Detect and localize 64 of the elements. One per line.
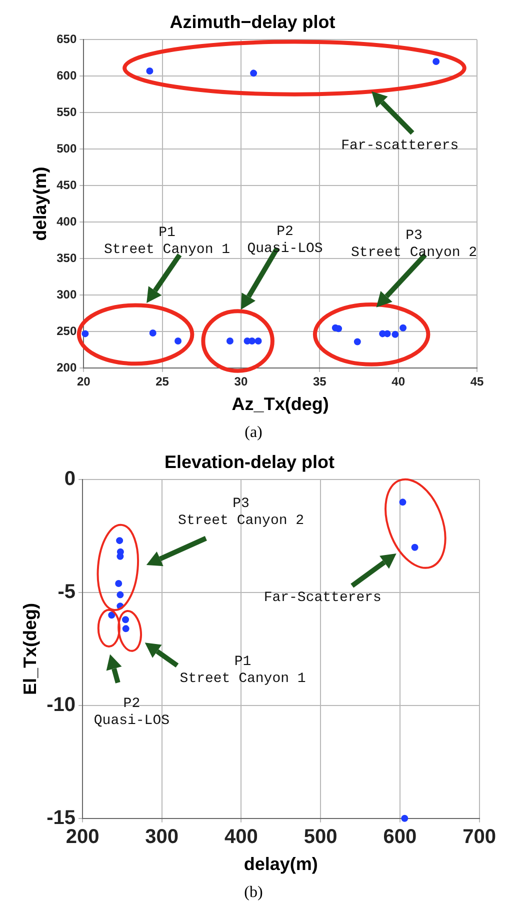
y-tick-label: 600: [56, 68, 77, 82]
point: [116, 552, 124, 560]
y-axis-title: El_Tx(deg): [20, 602, 40, 696]
point: [122, 616, 130, 624]
point: [116, 537, 124, 544]
annotation: P1 Street Canyon 1: [104, 224, 230, 259]
point: [226, 338, 234, 344]
point: [432, 58, 440, 65]
y-tick-label: 450: [56, 178, 77, 192]
point: [149, 329, 156, 336]
point: [400, 324, 407, 332]
x-axis-title: Az_Tx(deg): [232, 394, 329, 414]
y-tick-label: 300: [56, 287, 77, 302]
text: (a): [244, 423, 264, 443]
x-tick-label: 25: [156, 374, 170, 389]
x-tick-label: 700: [462, 826, 496, 848]
annotation: P2 Quasi-LOS: [94, 696, 170, 730]
point: [384, 330, 391, 338]
point: [399, 498, 406, 506]
x-axis-title: delay(m): [244, 854, 318, 874]
point: [411, 544, 418, 551]
point: [254, 338, 262, 344]
x-tick-label: 400: [224, 826, 258, 848]
annotation: P3 Street Canyon 2: [178, 496, 304, 530]
x-tick-label: 600: [383, 826, 417, 848]
point: [401, 814, 408, 822]
y-tick-label: 500: [56, 141, 77, 156]
point: [108, 612, 116, 619]
y-axis-title: delay(m): [30, 166, 50, 241]
point: [250, 70, 258, 77]
y-tick-label: 550: [56, 104, 77, 119]
annotation: P3 Street Canyon 2: [351, 228, 478, 262]
point: [335, 325, 342, 332]
y-tick-label: 0: [64, 468, 76, 490]
annotation: P2 Quasi-LOS: [247, 224, 323, 258]
point: [116, 591, 124, 598]
point: [115, 580, 122, 587]
chart-title: Elevation-delay plot: [164, 452, 335, 472]
point: [122, 625, 130, 632]
x-tick-label: 35: [312, 374, 327, 389]
x-tick-label: 40: [392, 374, 406, 389]
y-tick-label: 200: [56, 360, 77, 374]
x-tick-label: 500: [304, 826, 338, 848]
y-tick-label: -5: [58, 581, 76, 604]
text: (b): [243, 883, 264, 903]
y-tick-label: 250: [56, 324, 77, 338]
x-tick-label: 20: [76, 374, 91, 389]
point: [354, 338, 361, 346]
y-tick-label: -10: [46, 694, 76, 716]
point: [82, 330, 89, 338]
annotation: Far-Scatterers: [264, 590, 382, 607]
y-tick-label: 650: [56, 32, 77, 46]
chart-title: Azimuth−delay plot: [170, 12, 336, 32]
y-tick-label: 400: [56, 214, 77, 228]
y-tick-label: 350: [56, 250, 77, 265]
y-tick-label: -15: [46, 806, 76, 829]
annotation: Far-scatterers: [341, 138, 459, 156]
point: [146, 67, 154, 74]
point: [174, 338, 182, 344]
point: [392, 330, 399, 338]
annotation: P1 Street Canyon 1: [180, 654, 306, 688]
x-tick-label: 45: [470, 374, 484, 389]
x-tick-label: 300: [145, 826, 179, 848]
x-tick-label: 30: [234, 374, 248, 389]
